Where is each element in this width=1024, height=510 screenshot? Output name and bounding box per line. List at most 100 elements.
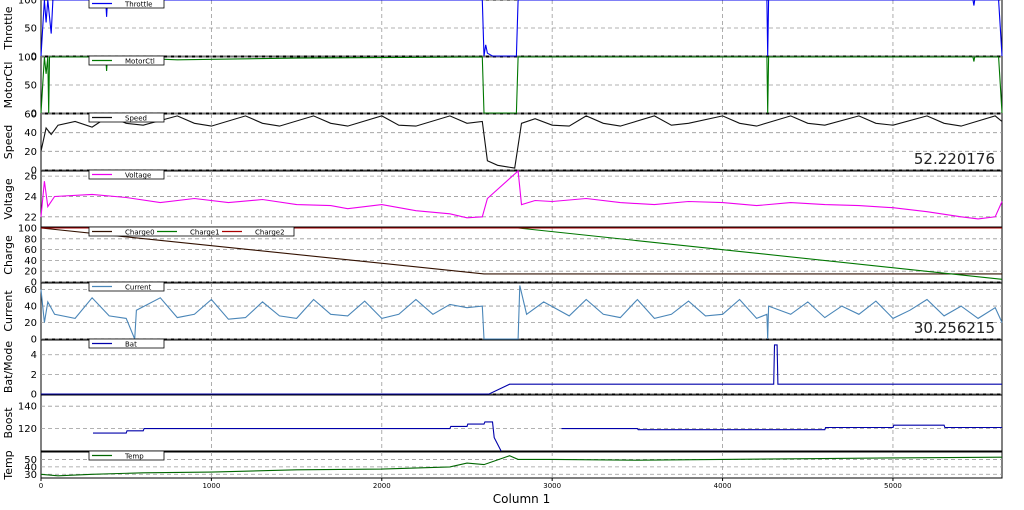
- legend: Speed: [88, 112, 165, 123]
- panel-current: 0 20 40 60 Current Current 30.256215: [2, 281, 1003, 346]
- legend: Charge0 Charge1 Charge2: [88, 226, 295, 237]
- y-tick-label: 140: [18, 402, 37, 413]
- y-tick-label: 50: [24, 81, 37, 92]
- series-line-boost: [93, 421, 1002, 452]
- series-line-voltage: [40, 169, 1003, 220]
- y-tick-label: 0: [31, 390, 37, 401]
- value-readout: 52.220176: [914, 150, 995, 168]
- y-tick-label: 60: [24, 110, 37, 121]
- y-tick-label: 0: [31, 109, 37, 120]
- series-line-charge0: [40, 227, 1002, 275]
- panel-frame: [40, 170, 1003, 228]
- y-tick-label: 4: [31, 350, 37, 361]
- series-line-bat: [41, 344, 1002, 395]
- y-tick-label: 40: [24, 128, 37, 139]
- y-tick-label: 120: [18, 424, 37, 435]
- legend: Bat: [88, 338, 165, 349]
- y-tick-label: 60: [24, 285, 37, 296]
- y-tick-label: 50: [24, 455, 37, 466]
- legend-box: [88, 338, 165, 349]
- y-tick-label: 30: [24, 470, 37, 481]
- y-tick-label: 40: [24, 302, 37, 313]
- legend-label-charge1: Charge1: [190, 229, 220, 237]
- legend-label-charge0: Charge0: [125, 229, 155, 237]
- y-tick-label: 0: [31, 335, 37, 346]
- y-tick-label: 40: [24, 256, 37, 267]
- y-tick-label: 0: [31, 278, 37, 289]
- y-tick-label: 20: [24, 267, 37, 278]
- y-axis-label: Temp: [2, 450, 15, 480]
- x-tick-label: 3000: [543, 482, 561, 490]
- legend: Voltage: [88, 169, 165, 180]
- legend-box: [88, 281, 165, 292]
- x-tick-label: 0: [39, 482, 43, 490]
- legend-label-speed: Speed: [125, 115, 147, 123]
- legend-label-current: Current: [125, 284, 152, 292]
- panel-speed: 0 20 40 60 Speed Speed 52.220176: [2, 110, 1003, 177]
- y-axis-label: Boost: [2, 407, 15, 439]
- y-axis-label: Bat/Mode: [2, 341, 15, 394]
- legend-label-motorctl: MotorCtl: [125, 58, 155, 66]
- series-line-throttle: [40, 0, 1003, 57]
- x-tick-label: 4000: [714, 482, 732, 490]
- y-axis-label: Charge: [2, 235, 15, 275]
- panel-frame: [40, 56, 1003, 114]
- series-line-motorctl: [40, 56, 1003, 114]
- y-tick-label: 100: [18, 0, 37, 7]
- x-tick-label: 2000: [373, 482, 391, 490]
- y-tick-label: 80: [24, 234, 37, 245]
- legend-box: [88, 450, 165, 461]
- legend-box: [88, 0, 165, 9]
- y-axis-label: Voltage: [2, 178, 15, 219]
- y-tick-label: 40: [24, 462, 37, 473]
- series-line-current: [40, 285, 1003, 340]
- legend-label-temp: Temp: [124, 453, 144, 461]
- panel-frame: [40, 0, 1003, 57]
- y-tick-label: 0: [31, 52, 37, 63]
- legend-label-voltage: Voltage: [125, 172, 151, 180]
- legend-box: [88, 55, 165, 66]
- legend: Current: [88, 281, 165, 292]
- y-axis-label: MotorCtl: [2, 62, 15, 109]
- legend-label-bat: Bat: [125, 341, 137, 349]
- value-readout: 30.256215: [914, 319, 995, 337]
- x-tick-label: 1000: [202, 482, 220, 490]
- x-axis-label: Column 1: [493, 492, 550, 506]
- y-tick-label: 24: [24, 192, 37, 203]
- panel-frame: [40, 451, 1003, 479]
- legend-box: [88, 169, 165, 180]
- panel-frame: [40, 339, 1003, 395]
- legend: Throttle: [88, 0, 165, 9]
- y-tick-label: 20: [24, 318, 37, 329]
- y-tick-label: 2: [31, 370, 37, 381]
- legend-label-charge2: Charge2: [255, 229, 285, 237]
- series-line-temp: [40, 455, 1003, 477]
- y-tick-label: 100: [18, 224, 37, 235]
- legend-label-throttle: Throttle: [124, 1, 152, 9]
- y-tick-label: 60: [24, 245, 37, 256]
- y-tick-label: 100: [18, 53, 37, 64]
- legend-box: [88, 112, 165, 123]
- y-axis-label: Current: [2, 290, 15, 332]
- legend: Temp: [88, 450, 165, 461]
- panel-voltage: 22 24 26 Voltage Voltage: [2, 169, 1003, 228]
- y-tick-label: 20: [24, 147, 37, 158]
- panel-bat-mode: 0 2 4 Bat/Mode Bat: [2, 338, 1003, 401]
- legend: MotorCtl: [88, 55, 165, 66]
- y-axis-label: Speed: [2, 125, 15, 159]
- legend-box: [88, 226, 295, 237]
- y-axis-label: Throttle: [2, 6, 15, 50]
- x-tick-label: 5000: [884, 482, 902, 490]
- y-tick-label: 0: [31, 166, 37, 177]
- y-tick-label: 50: [24, 24, 37, 35]
- y-tick-label: 26: [24, 172, 37, 183]
- y-tick-label: 22: [24, 212, 37, 223]
- panel-frame: [40, 394, 1003, 452]
- panel-frame: [40, 113, 1003, 171]
